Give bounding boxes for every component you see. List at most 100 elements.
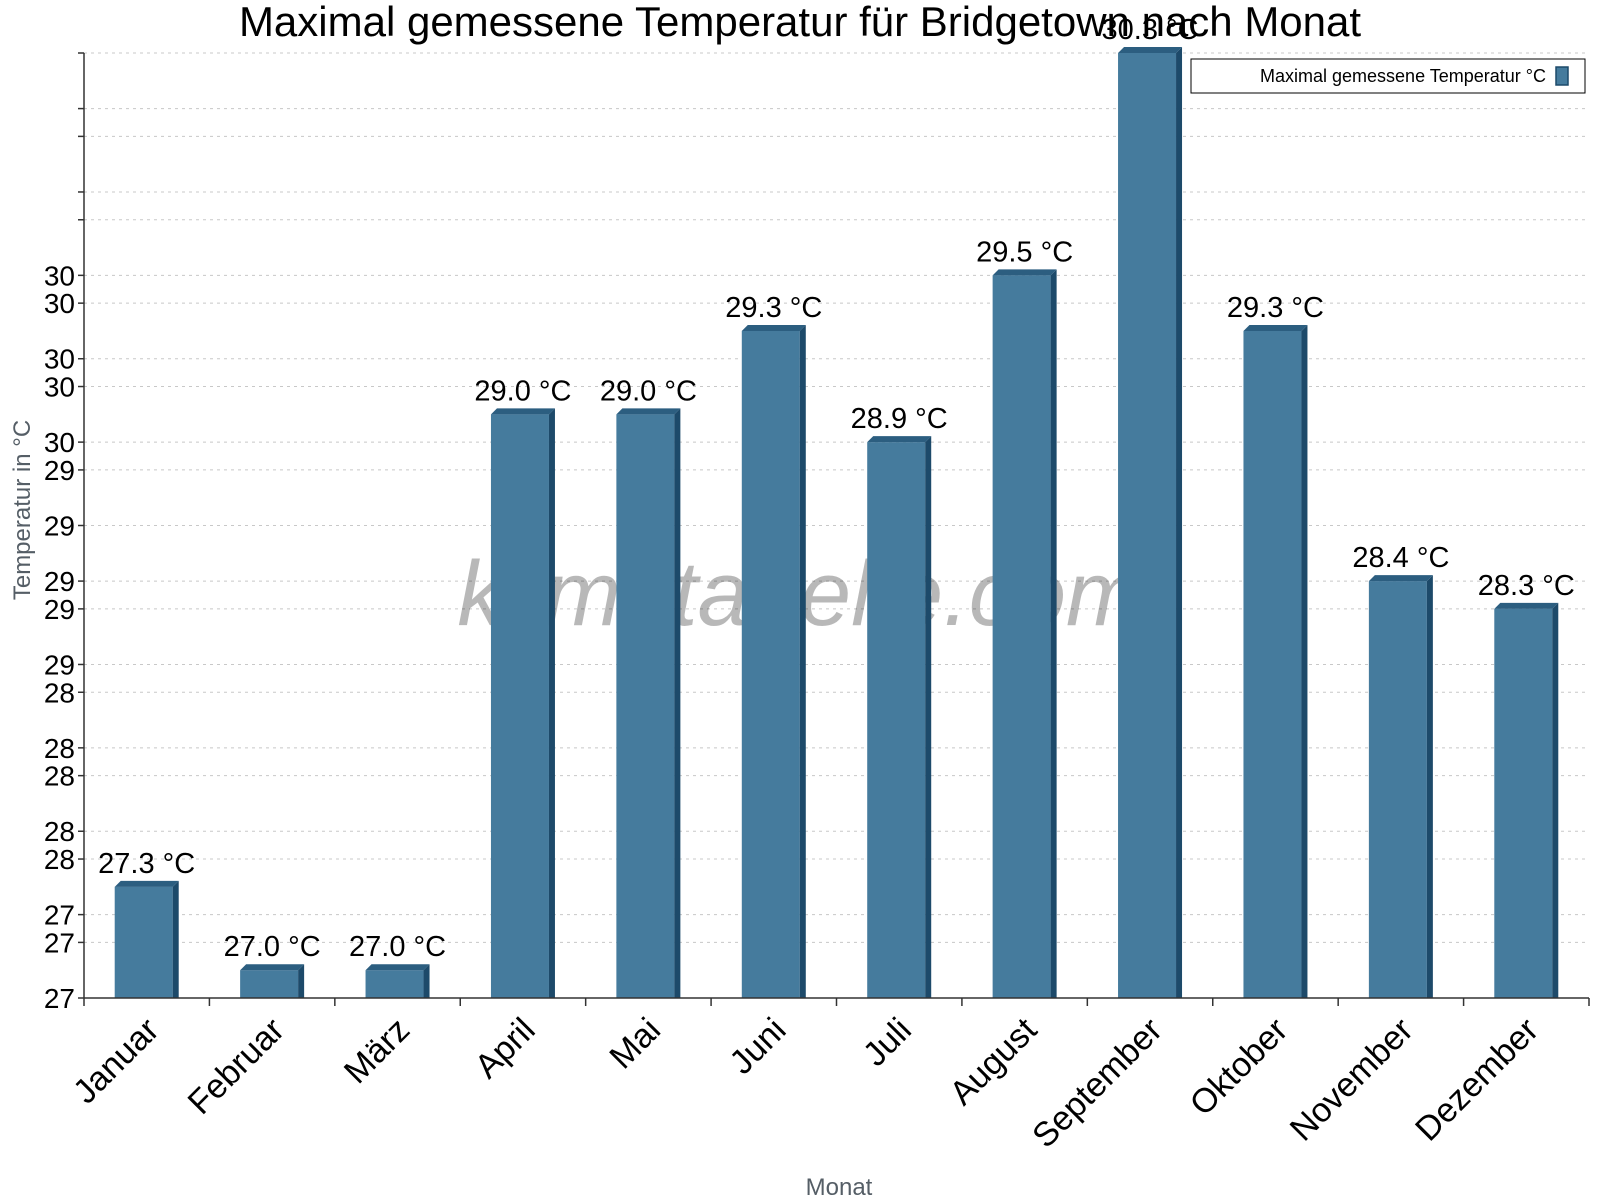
bar-side [548,408,555,999]
bar [616,408,681,999]
bar-front [240,970,299,998]
y-tick-label: 29 [44,594,75,625]
bar [490,408,555,999]
data-label: 29.3 °C [1227,292,1324,324]
bar-top [365,964,430,971]
y-tick-label: 28 [44,816,75,847]
data-labels: 27.3 °C 27.0 °C 27.0 °C 29.0 °C 29.0 °C 29.3 … [98,14,1575,963]
y-tick-label: 29 [44,511,75,542]
x-tick-label: Mai [602,1011,668,1077]
bar-front [490,414,549,999]
bar-top [867,436,932,443]
y-tick-label: 30 [44,288,75,319]
data-label: 28.3 °C [1478,570,1575,602]
data-label: 29.3 °C [725,292,822,324]
x-tick-label: Oktober [1183,1011,1295,1123]
y-tick-label: 29 [44,455,75,486]
bar-top [1368,575,1433,582]
legend-box [1190,58,1586,94]
y-tick-label: 30 [44,427,75,458]
bar [365,964,430,998]
bar [1243,324,1308,998]
x-tick-label: Juli [856,1011,919,1074]
bar-top [616,408,681,415]
y-axis-label: Temperatur in °C [9,420,36,600]
bar-side [1552,602,1559,998]
legend: Maximal gemessene Temperatur °C [1190,58,1586,94]
bar-side [172,880,179,998]
bar-front [1494,608,1553,998]
bar-front [992,275,1051,999]
bar [741,324,806,998]
bar-top [741,324,806,331]
y-tick-label: 27 [44,900,75,931]
chart-title: Maximal gemessene Temperatur für Bridget… [239,0,1361,45]
data-label: 29.0 °C [600,375,697,407]
bar [1494,602,1559,998]
bar-front [114,886,173,998]
bar [1368,575,1433,998]
bar-side [1176,47,1183,998]
x-tick-label: März [337,1011,417,1091]
y-tick-label: 28 [44,844,75,875]
data-label: 28.9 °C [851,403,948,435]
y-tick-label: 28 [44,761,75,792]
bar [867,436,932,998]
data-label: 27.0 °C [224,931,321,963]
x-tick-labels: Januar Februar März April Mai Juni Juli AugustS… [66,1010,1546,1155]
bar-side [925,436,932,998]
bar-top [490,408,555,415]
y-tick-label: 30 [44,344,75,375]
data-label: 27.0 °C [349,931,446,963]
bar-side [1426,575,1433,998]
bar-top [114,880,179,887]
bar [240,964,305,998]
bar-top [1118,47,1183,53]
y-tick-label: 27 [44,983,75,1014]
y-tick-label: 28 [44,733,75,764]
x-tick-label: Februar [181,1011,292,1122]
bar-front [1368,581,1427,998]
axes [78,52,1590,1006]
bar-top [1243,324,1308,331]
bar-top [992,269,1057,276]
bar-front [867,442,926,998]
bar-side [674,408,681,999]
y-tick-label: 30 [44,372,75,403]
y-tick-label: 28 [44,677,75,708]
bar-side [423,964,430,998]
bar [1118,47,1183,998]
x-tick-label: Januar [66,1011,166,1111]
bar-top [1494,602,1559,609]
bar-front [741,330,800,998]
data-label: 29.5 °C [976,236,1073,268]
bar-front [1243,330,1302,998]
bar-side [298,964,305,998]
legend-swatch [1555,66,1569,86]
x-tick-label: September [1025,1011,1169,1155]
bar [992,269,1057,999]
bar-side [1301,324,1308,998]
x-axis-label: Monat [806,1174,873,1200]
x-tick-label: Juni [722,1011,793,1082]
legend-label: Maximal gemessene Temperatur °C [1260,66,1546,86]
x-tick-label: Dezember [1408,1011,1546,1149]
y-tick-label: 29 [44,649,75,680]
bar-front [616,414,675,999]
bar-side [1050,269,1057,999]
bar-top [240,964,305,971]
x-tick-label: April [468,1011,543,1086]
grid-lines [84,52,1589,999]
bar-front [365,970,424,998]
x-tick-label: November [1283,1011,1421,1149]
y-tick-label: 30 [44,260,75,291]
y-tick-label: 27 [44,927,75,958]
bar [114,880,179,998]
data-label: 28.4 °C [1352,542,1449,574]
data-label: 27.3 °C [98,848,195,880]
bars [114,47,1559,999]
x-tick-label: August [943,1010,1045,1112]
